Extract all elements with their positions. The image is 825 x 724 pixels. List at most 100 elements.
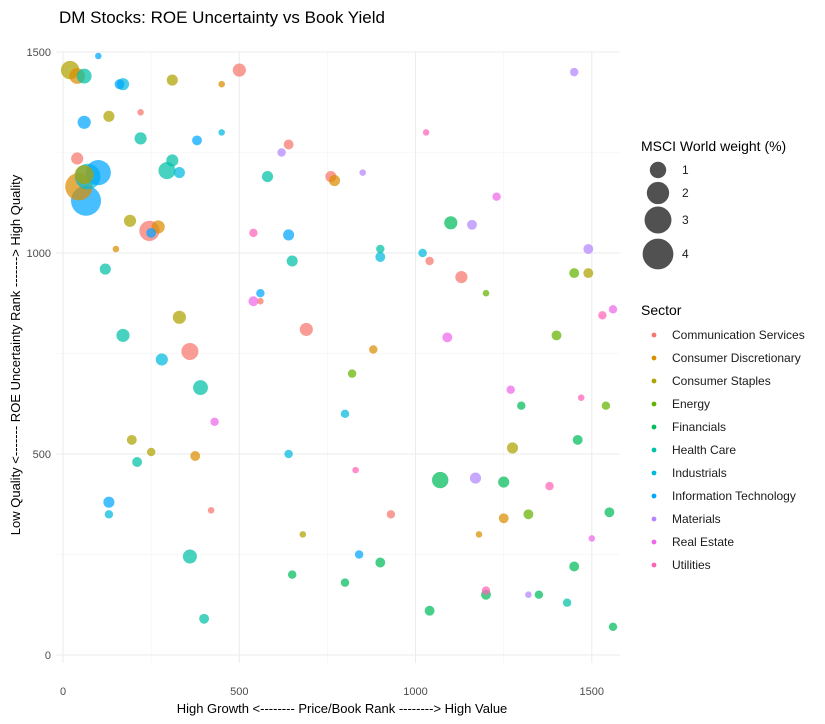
sector-legend-label: Health Care — [672, 443, 736, 457]
data-point — [132, 457, 143, 467]
data-point — [146, 447, 156, 457]
size-legend-key — [646, 181, 670, 205]
data-point — [112, 245, 120, 253]
data-point — [340, 578, 350, 587]
data-point — [551, 330, 562, 341]
data-point — [534, 590, 544, 599]
data-point — [199, 613, 210, 624]
size-legend-item: 1 — [649, 161, 689, 179]
data-point — [425, 256, 434, 266]
size-legend-item: 3 — [644, 206, 689, 234]
data-point — [256, 288, 265, 298]
y-tick-label: 1500 — [27, 47, 51, 59]
data-point — [103, 110, 115, 122]
data-point — [71, 152, 84, 165]
data-point — [123, 214, 137, 227]
data-point — [192, 135, 202, 146]
data-point — [569, 67, 579, 77]
data-point — [76, 68, 92, 84]
data-point — [375, 252, 386, 262]
data-point — [481, 586, 491, 595]
data-point — [432, 471, 449, 489]
data-point — [182, 549, 197, 564]
size-legend-key — [642, 238, 674, 270]
data-point — [299, 322, 313, 336]
size-legend-key — [649, 161, 667, 179]
data-point — [104, 510, 114, 519]
sector-legend-key — [651, 447, 657, 453]
data-point — [207, 507, 215, 514]
data-point — [74, 165, 94, 185]
data-point — [248, 296, 259, 307]
x-axis-ticks: 0 500 1000 1500 — [60, 686, 604, 698]
data-point — [193, 380, 208, 396]
sector-legend-label: Materials — [672, 512, 721, 526]
data-point — [523, 509, 534, 520]
data-point — [376, 244, 385, 254]
data-point — [467, 219, 477, 230]
sector-legend-label: Consumer Staples — [672, 374, 771, 388]
data-point — [95, 52, 102, 60]
sector-legend-item: Consumer Staples — [651, 374, 771, 388]
x-tick-label: 1000 — [403, 686, 427, 698]
sector-legend-key — [651, 401, 657, 407]
data-point — [283, 229, 295, 241]
data-point — [482, 289, 490, 297]
data-point — [469, 472, 482, 484]
sector-legend-item: Information Technology — [651, 489, 796, 503]
sector-legend-key — [651, 562, 657, 568]
sector-legend-key — [651, 516, 657, 522]
size-legend-item: 4 — [642, 238, 689, 270]
data-point — [249, 228, 258, 238]
data-point — [375, 557, 386, 568]
size-legend-title: MSCI World weight (%) — [641, 138, 786, 154]
sector-legend-label: Utilities — [672, 558, 711, 572]
size-legend: MSCI World weight (%) 1 2 3 4 — [641, 138, 786, 270]
x-tick-label: 500 — [230, 686, 248, 698]
sector-legend-key — [651, 424, 657, 430]
data-point — [455, 271, 468, 284]
sector-legend-key — [651, 470, 657, 476]
data-point — [261, 171, 274, 183]
data-point — [608, 622, 618, 632]
data-point — [257, 297, 264, 305]
data-point — [444, 216, 458, 230]
x-tick-label: 0 — [60, 686, 66, 698]
data-point — [173, 167, 185, 179]
data-point — [525, 591, 532, 598]
sector-legend-key — [651, 539, 657, 545]
data-point — [284, 449, 293, 459]
size-legend-label: 4 — [682, 247, 689, 261]
data-point — [232, 63, 246, 77]
data-point — [475, 531, 483, 538]
chart-title: DM Stocks: ROE Uncertainty vs Book Yield — [59, 8, 385, 27]
data-point — [418, 248, 427, 258]
size-legend-item: 2 — [646, 181, 689, 205]
data-point — [114, 79, 125, 90]
sector-legend: Sector Communication Services Consumer Di… — [641, 302, 805, 572]
data-point — [492, 192, 501, 201]
data-point — [424, 605, 435, 616]
data-point — [352, 466, 359, 474]
data-point — [577, 394, 585, 401]
data-point — [572, 434, 583, 445]
data-point — [604, 507, 615, 518]
data-point — [354, 550, 364, 559]
data-point — [286, 255, 298, 267]
sector-legend-label: Energy — [672, 397, 710, 411]
data-point — [283, 139, 294, 150]
data-point — [601, 401, 611, 410]
data-point — [442, 332, 453, 343]
y-axis-ticks: 0 500 1000 1500 — [27, 47, 51, 662]
data-point — [583, 244, 594, 254]
y-tick-label: 500 — [33, 449, 51, 461]
sector-legend-label: Information Technology — [672, 489, 796, 503]
data-point — [172, 310, 186, 324]
data-point — [99, 263, 111, 275]
data-point — [545, 481, 554, 491]
sector-legend-item: Health Care — [651, 443, 736, 457]
data-point — [137, 109, 144, 116]
data-point — [166, 74, 178, 86]
y-tick-label: 0 — [45, 650, 51, 662]
